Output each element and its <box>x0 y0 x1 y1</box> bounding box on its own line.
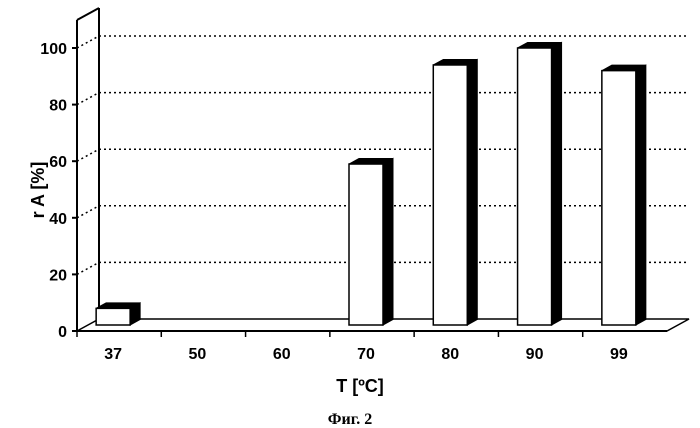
bar-side <box>552 43 562 326</box>
y-tick-label: 20 <box>49 267 67 284</box>
y-tick-label: 100 <box>40 41 67 58</box>
y-tick-label: 40 <box>49 211 67 228</box>
bar-face <box>349 164 383 325</box>
x-tick-label: 50 <box>189 346 207 363</box>
x-tick-label: 80 <box>441 346 459 363</box>
bar-side <box>636 65 646 325</box>
bar <box>433 59 477 325</box>
x-tick-label: 60 <box>273 346 291 363</box>
x-tick-label: 99 <box>610 346 628 363</box>
bar-face <box>96 308 130 325</box>
bar-face <box>518 48 552 325</box>
bar-side <box>467 59 477 325</box>
figure-caption: Фиг. 2 <box>328 411 372 428</box>
gridline-diagonal <box>77 262 99 274</box>
gridline-diagonal <box>77 36 99 48</box>
y-tick-label: 80 <box>49 98 67 115</box>
y-axis-title: r A [%] <box>28 162 48 219</box>
x-tick-label: 90 <box>526 346 544 363</box>
wall-top-edge <box>77 8 99 20</box>
x-tick-labels: 37 50 60 70 80 90 99 <box>77 331 628 363</box>
x-tick-label: 37 <box>104 346 122 363</box>
bar <box>602 65 646 325</box>
x-axis-title: T [ºC] <box>336 376 384 396</box>
x-tick-label: 70 <box>357 346 375 363</box>
bar-face <box>602 71 636 325</box>
bar-face <box>433 65 467 325</box>
bar <box>349 159 393 325</box>
y-tick-label: 0 <box>58 324 67 341</box>
gridline-diagonal <box>77 93 99 105</box>
bar <box>518 43 562 326</box>
bar <box>96 303 140 325</box>
bar-side <box>383 159 393 325</box>
y-tick-label: 60 <box>49 154 67 171</box>
gridline-diagonal <box>77 149 99 161</box>
bars <box>96 43 646 326</box>
gridline-diagonal <box>77 206 99 218</box>
